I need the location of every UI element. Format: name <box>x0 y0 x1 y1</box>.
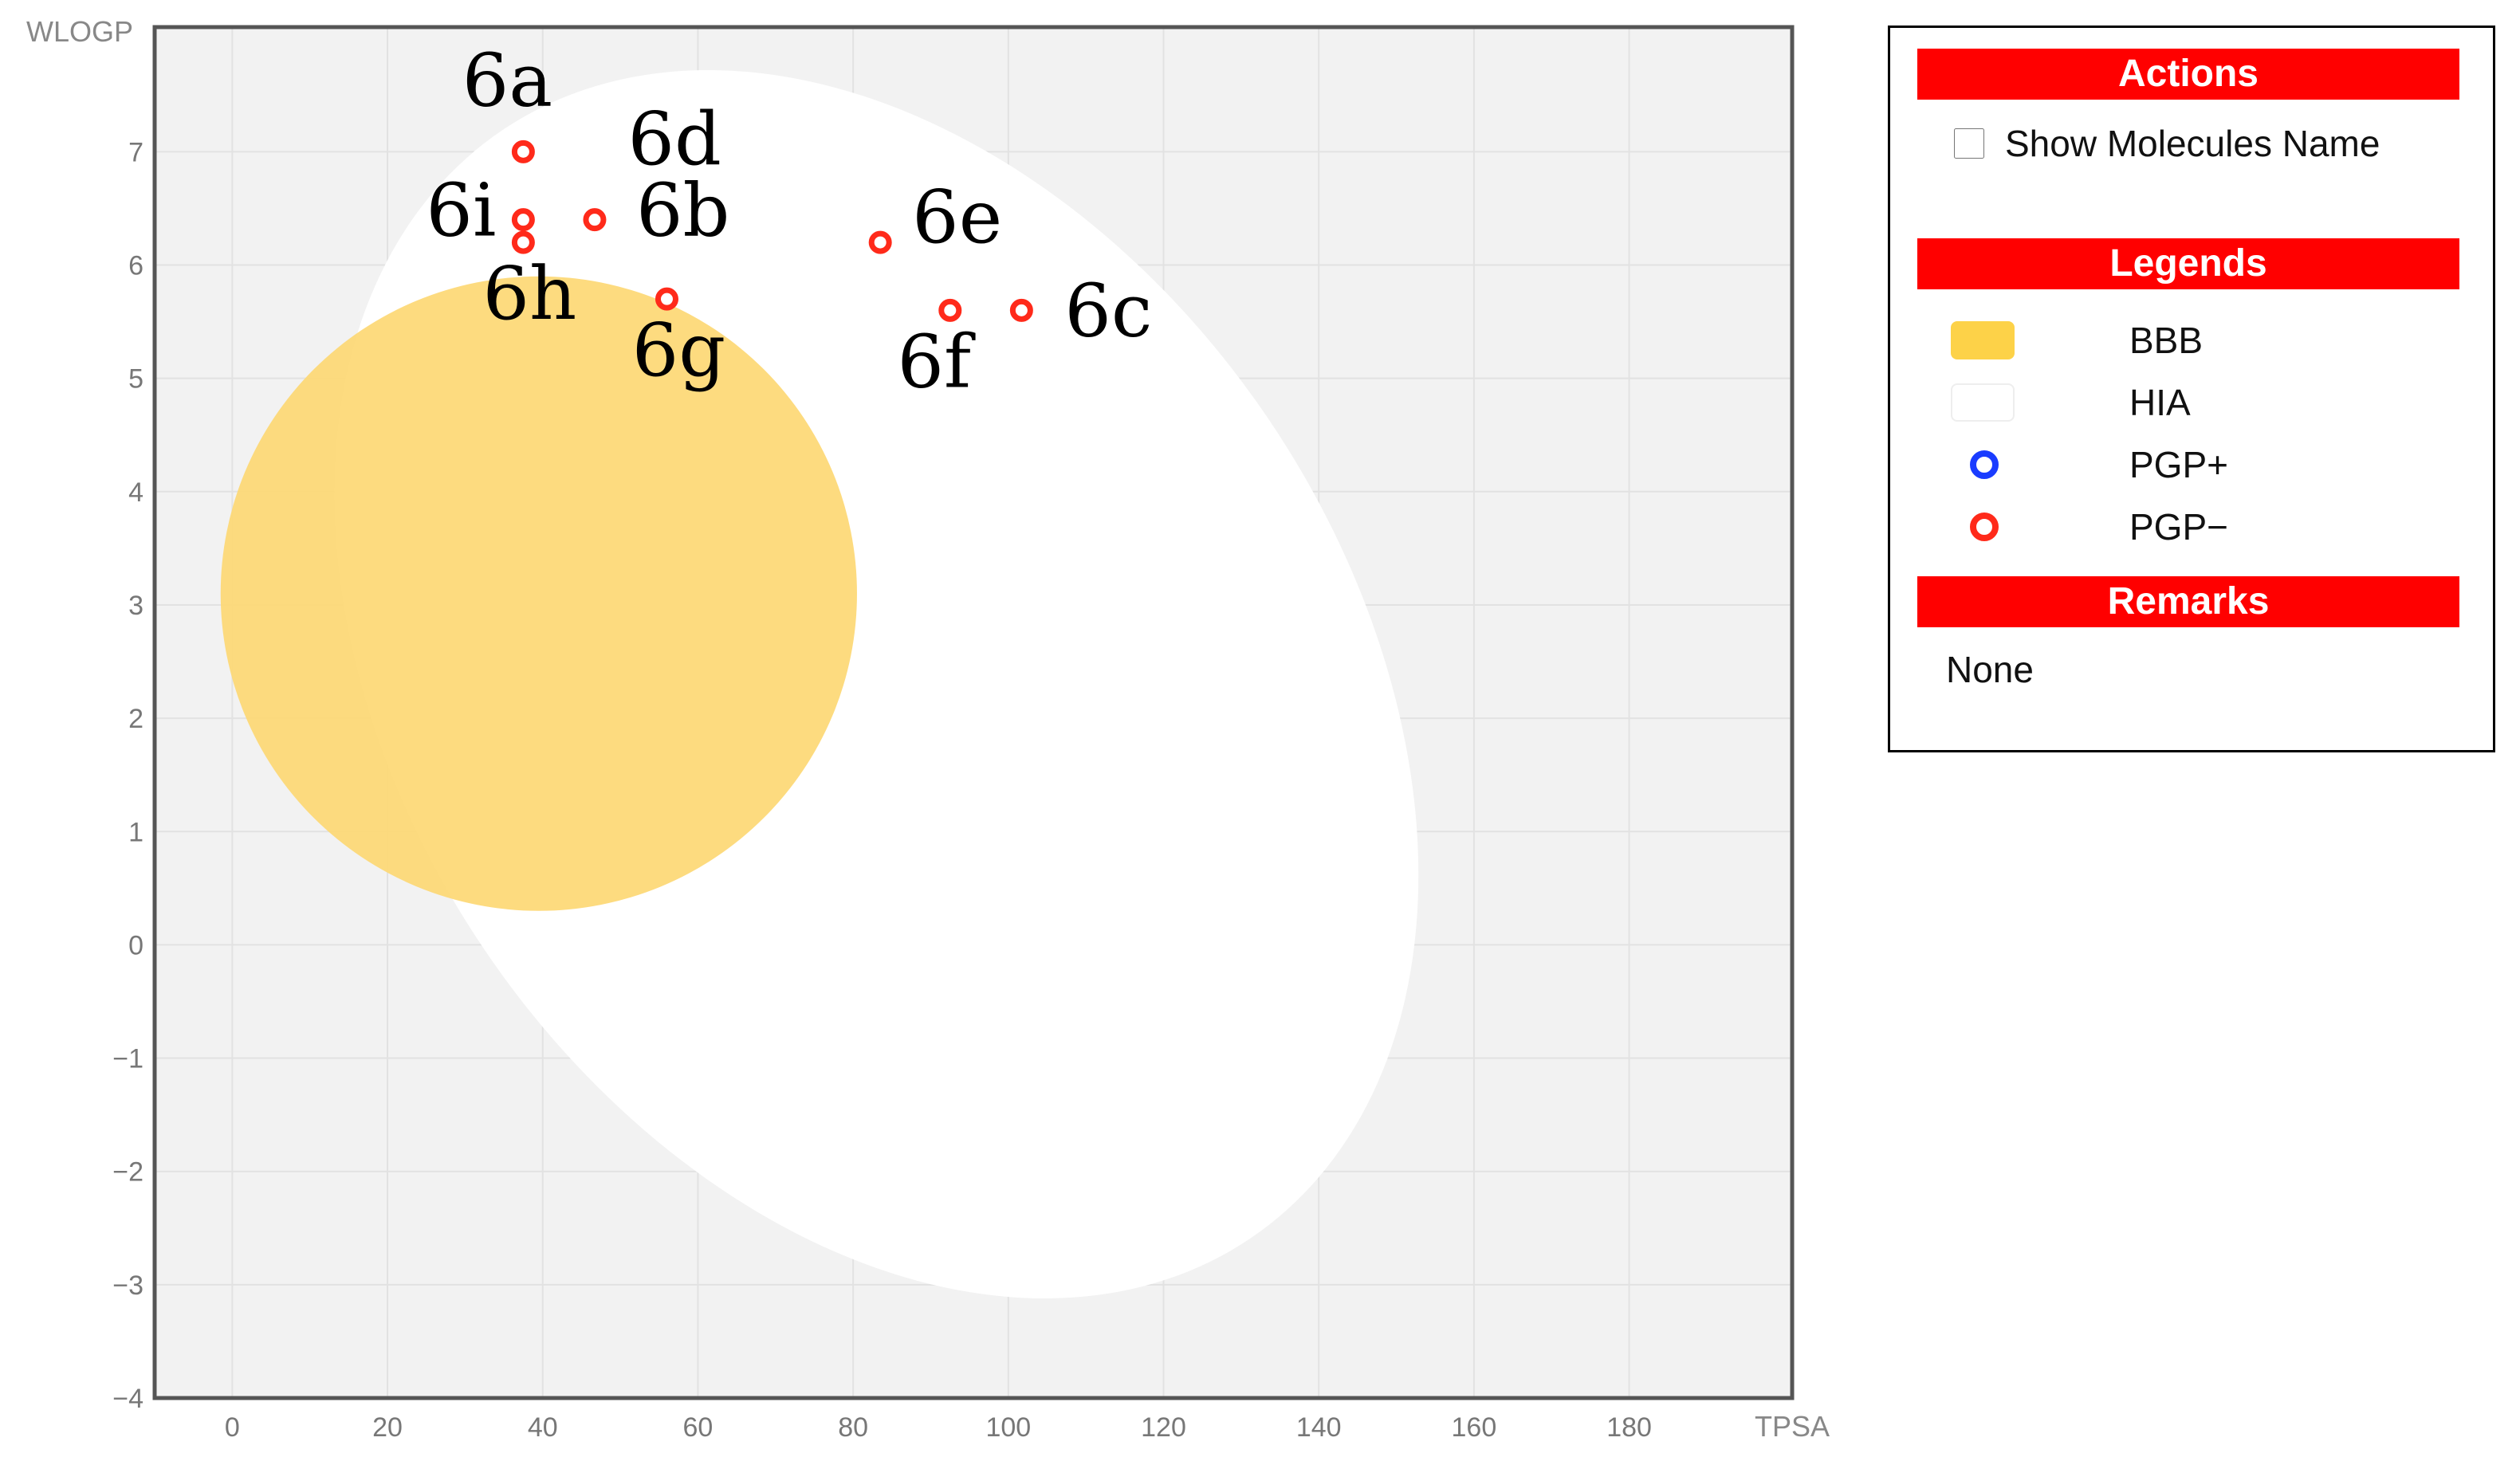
remarks-header: Remarks <box>1917 576 2459 627</box>
legends-header: Legends <box>1917 238 2459 289</box>
x-tick-label: 180 <box>1606 1412 1652 1443</box>
label-6g: 6g <box>632 308 725 393</box>
show-molecules-name-label: Show Molecules Name <box>2005 123 2380 164</box>
x-axis-title: TPSA <box>1755 1410 1830 1443</box>
bbb-swatch <box>1951 321 2015 359</box>
point-6a[interactable] <box>511 139 535 163</box>
point-6c[interactable] <box>1009 298 1033 322</box>
point-6e[interactable] <box>868 230 892 254</box>
pgp-plus-ring-icon <box>1970 450 1999 479</box>
legend-item-bbb: BBB <box>1951 316 2203 364</box>
y-tick-label: 7 <box>128 137 143 167</box>
label-6b: 6b <box>636 168 729 253</box>
x-tick-label: 140 <box>1296 1412 1342 1443</box>
hia-swatch <box>1951 383 2015 422</box>
legend-item-pgp-minus: PGP− <box>1951 503 2228 551</box>
label-6f: 6f <box>897 319 976 404</box>
y-axis-title: WLOGP <box>26 15 133 48</box>
x-tick-label: 160 <box>1452 1412 1497 1443</box>
y-tick-label: 0 <box>128 930 143 960</box>
legend-label-hia: HIA <box>2129 382 2191 423</box>
point-6h[interactable] <box>511 230 535 254</box>
x-tick-label: 0 <box>225 1412 240 1443</box>
y-tick-label: 3 <box>128 591 143 621</box>
y-tick-label: 2 <box>128 704 143 734</box>
region-bbb <box>220 276 857 911</box>
legend-item-pgp-plus: PGP+ <box>1951 441 2228 489</box>
y-tick-label: 5 <box>128 364 143 395</box>
y-tick-label: −3 <box>112 1271 143 1301</box>
legend-label-pgp-minus: PGP− <box>2129 506 2229 548</box>
show-molecules-name-option[interactable]: Show Molecules Name <box>1954 122 2380 165</box>
x-tick-label: 60 <box>683 1412 714 1443</box>
remarks-text: None <box>1946 649 2034 690</box>
point-6i[interactable] <box>511 208 535 232</box>
pgp-minus-ring-icon <box>1970 513 1999 541</box>
point-6f[interactable] <box>938 298 962 322</box>
y-tick-label: −2 <box>112 1157 143 1188</box>
y-tick-label: −1 <box>112 1044 143 1074</box>
x-tick-label: 100 <box>985 1412 1031 1443</box>
plot-frame <box>152 25 1795 1400</box>
y-tick-label: 6 <box>128 251 143 281</box>
x-tick-label: 120 <box>1141 1412 1186 1443</box>
y-tick-label: 4 <box>128 477 143 508</box>
x-tick-label: 20 <box>372 1412 403 1443</box>
y-tick-label: 1 <box>128 817 143 847</box>
label-6i: 6i <box>426 168 496 253</box>
show-molecules-name-checkbox[interactable] <box>1954 128 1984 159</box>
y-tick-label: −4 <box>112 1384 143 1414</box>
label-6d: 6d <box>627 96 721 182</box>
label-6e: 6e <box>912 175 1002 260</box>
boiled-egg-chart: 0 20 40 60 80 100 120 140 160 180 −4 −3 −2 −1 0 1 2 3 4 5 6 7… <box>26 15 1830 1443</box>
x-tick-label: 40 <box>528 1412 558 1443</box>
legend-label-pgp-plus: PGP+ <box>2129 444 2229 485</box>
control-panel: Actions Show Molecules Name Legends BBB … <box>1888 26 2495 752</box>
legend-label-bbb: BBB <box>2129 320 2204 361</box>
point-6b[interactable] <box>583 208 607 232</box>
actions-header: Actions <box>1917 49 2459 100</box>
x-tick-label: 80 <box>838 1412 868 1443</box>
legend-item-hia: HIA <box>1951 379 2191 426</box>
label-6c: 6c <box>1064 268 1152 353</box>
label-6a: 6a <box>462 37 552 123</box>
point-6g[interactable] <box>655 287 678 311</box>
label-6h: 6h <box>482 251 576 336</box>
